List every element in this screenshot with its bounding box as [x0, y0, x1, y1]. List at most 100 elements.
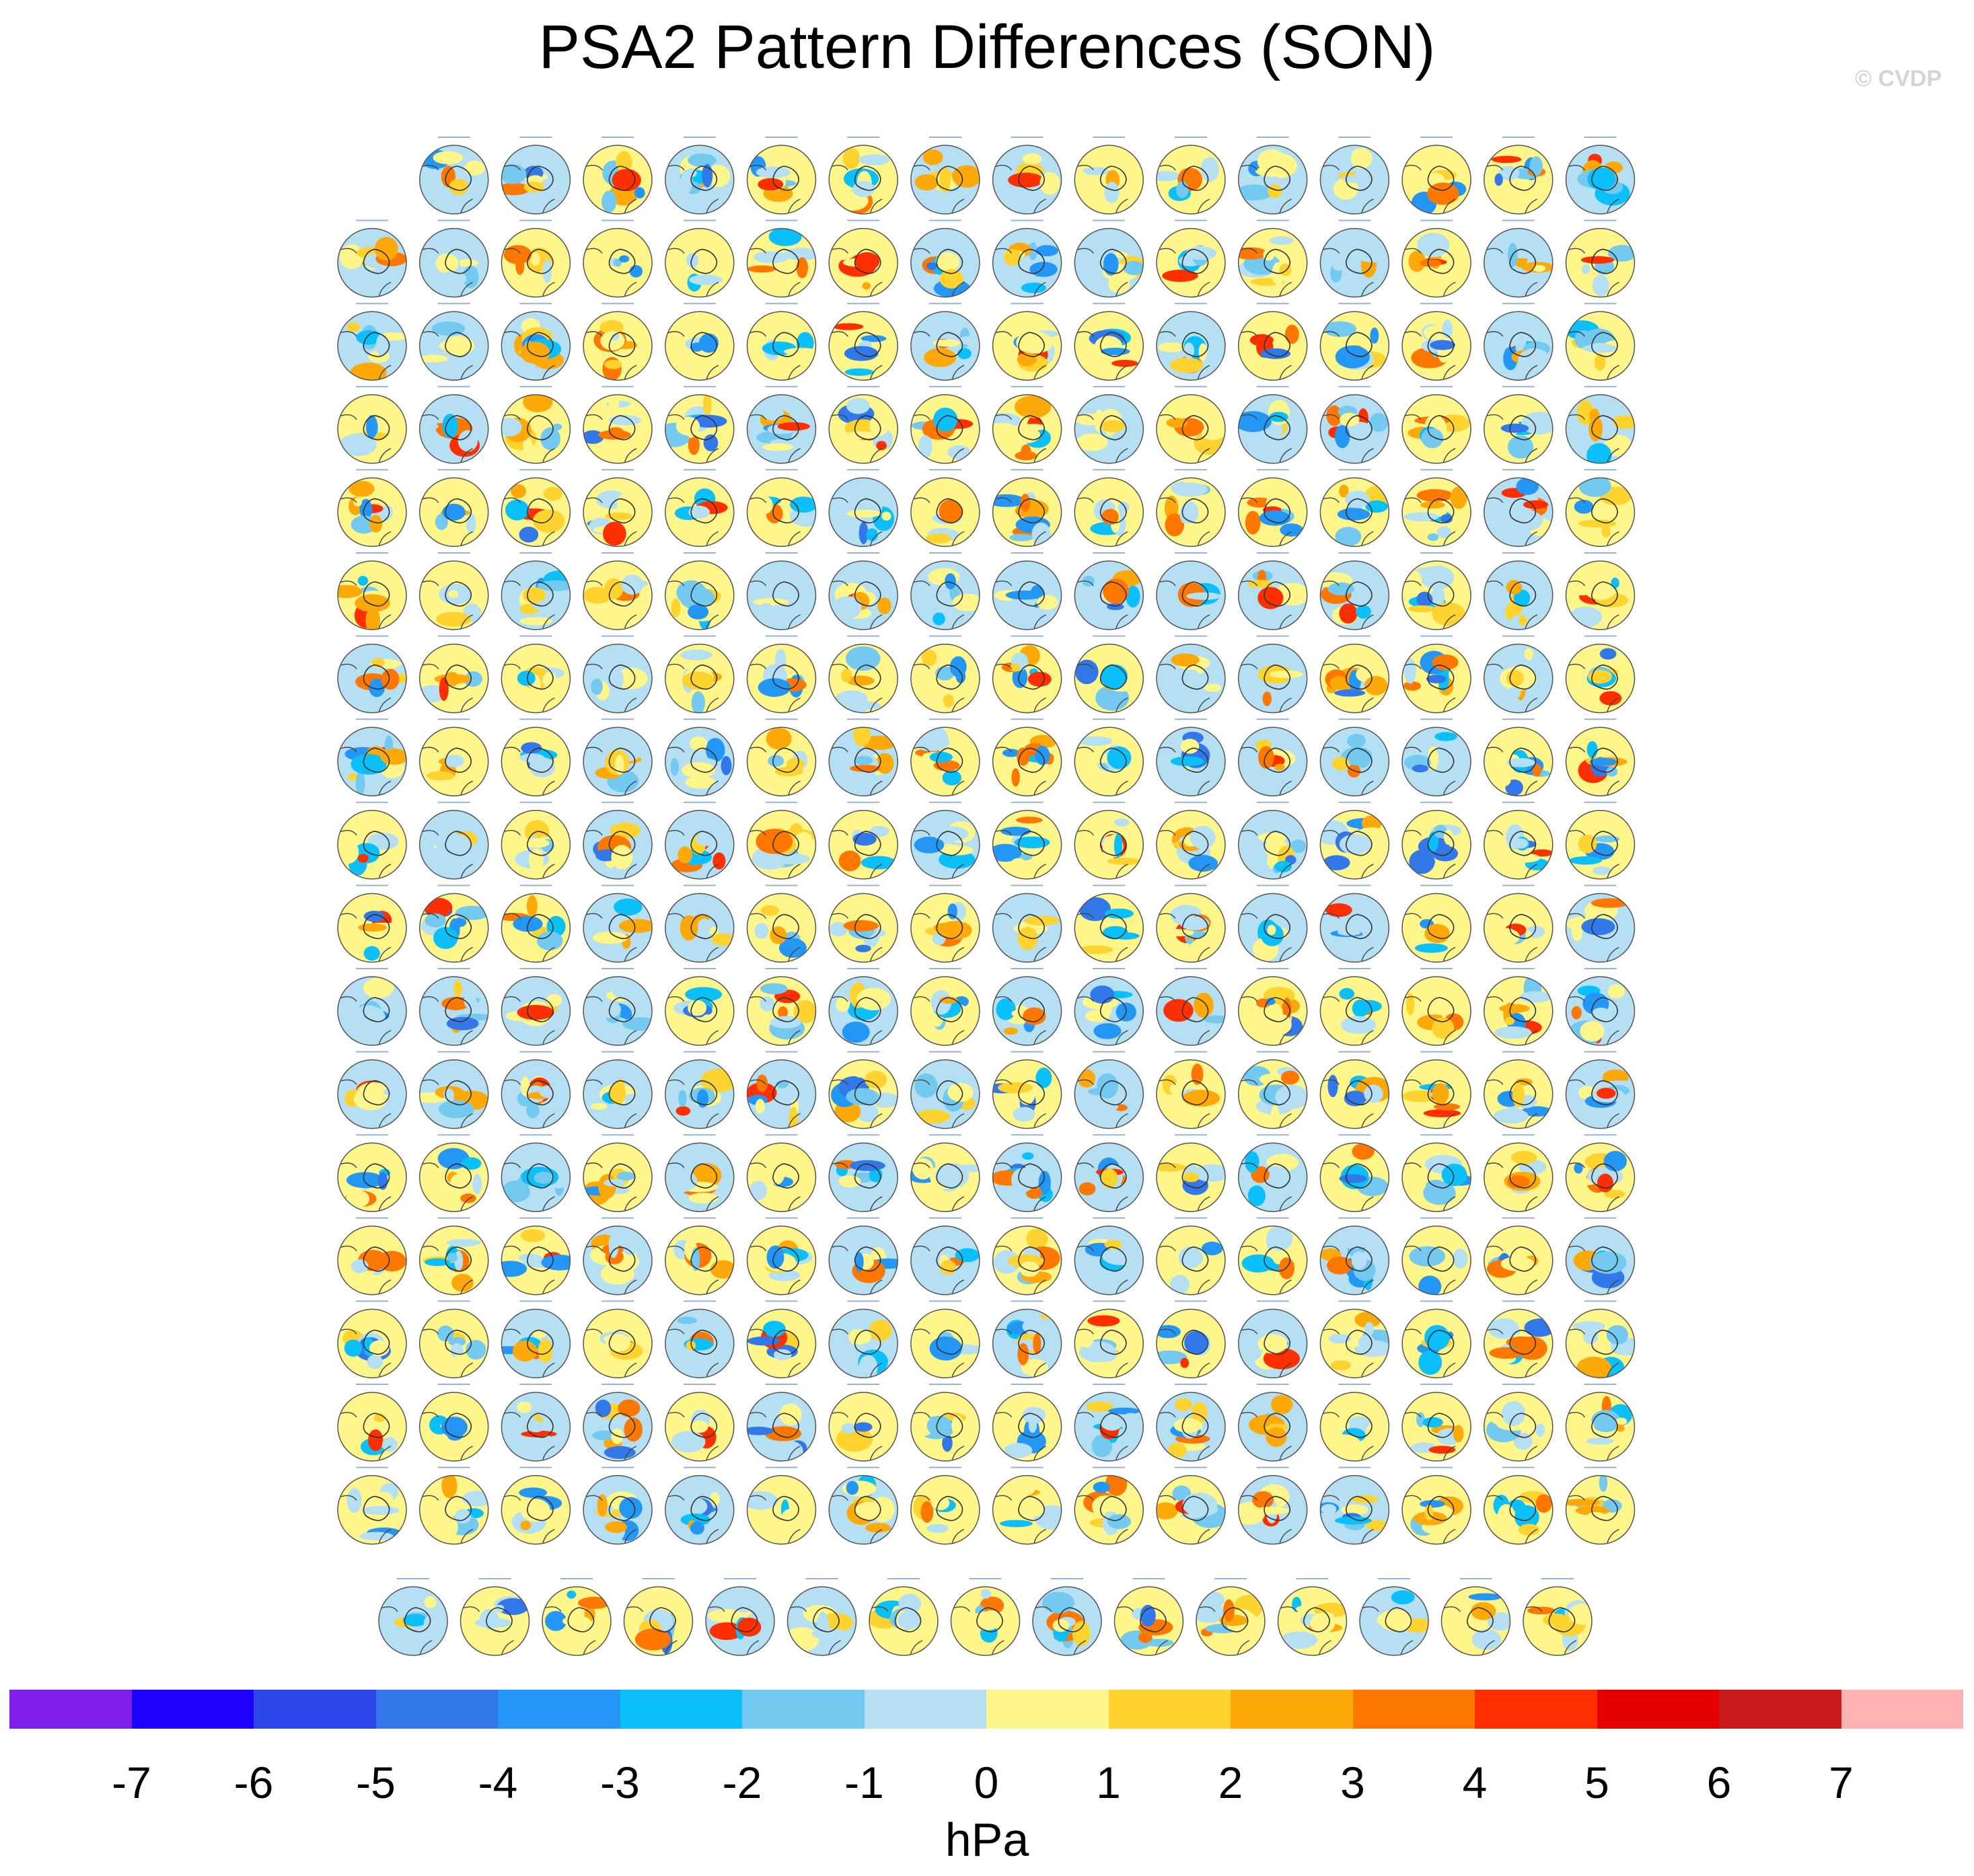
polar-map-panel: [337, 1217, 407, 1296]
polar-map-panel: [1074, 1384, 1144, 1462]
polar-map-panel: [1156, 469, 1226, 548]
polar-map-panel: [1319, 1051, 1390, 1129]
polar-map-panel: [418, 1384, 489, 1462]
polar-map-panel: [501, 552, 571, 630]
polar-map-panel: [910, 137, 980, 215]
polar-map-panel: [1237, 968, 1308, 1046]
polar-map-panel: [1156, 718, 1226, 796]
colorbar-tick-label: -5: [356, 1758, 396, 1807]
polar-map-panel: [665, 385, 735, 464]
colorbar-swatch: [498, 1690, 620, 1729]
colorbar-tick-label: 3: [1340, 1758, 1365, 1807]
polar-map-panel: [501, 635, 571, 714]
polar-map-panel: [583, 1466, 653, 1545]
polar-map-panel: [1401, 1134, 1471, 1212]
polar-map-panel: [1565, 968, 1636, 1046]
polar-map-panel: [1523, 1578, 1593, 1656]
cvdp-watermark: © CVDP: [1855, 66, 1942, 91]
polar-map-panel: [992, 385, 1062, 464]
polar-map-panel: [746, 1217, 817, 1296]
polar-map-panel: [501, 1466, 571, 1545]
polar-map-panel: [583, 801, 653, 880]
polar-map-panel: [828, 1051, 898, 1129]
polar-map-panel: [1074, 968, 1144, 1046]
polar-map-panel: [1565, 1466, 1636, 1545]
colorbar-tick-label: 5: [1584, 1758, 1609, 1807]
polar-map-panel: [746, 469, 817, 548]
polar-map-panel: [1484, 303, 1553, 381]
polar-map-panel: [337, 968, 407, 1046]
polar-map-panel: [828, 303, 898, 381]
polar-map-panel: [583, 1134, 653, 1212]
polar-map-panel: [1565, 718, 1636, 796]
colorbar-tick-label: -7: [112, 1758, 151, 1807]
polar-map-panel: [501, 137, 571, 215]
polar-map-panel: [1565, 635, 1636, 714]
polar-map-panel: [1319, 219, 1390, 298]
polar-map-panel: [1401, 1300, 1471, 1379]
colorbar-swatch: [1597, 1690, 1719, 1729]
polar-map-panel: [583, 1384, 653, 1462]
polar-map-panel: [1074, 718, 1144, 796]
polar-map-panel: [992, 1466, 1062, 1545]
polar-map-panel: [910, 635, 980, 714]
polar-map-panel: [1484, 801, 1553, 880]
polar-map-panel: [1156, 1051, 1226, 1129]
polar-map-panel: [992, 1217, 1062, 1296]
polar-map-panel: [1156, 385, 1226, 464]
colorbar-tick-label: 7: [1829, 1758, 1854, 1807]
polar-map-panel: [1319, 469, 1390, 548]
polar-map-panel: [1156, 1134, 1226, 1212]
colorbar-tick-label: 4: [1462, 1758, 1488, 1807]
polar-map-panel: [1484, 1217, 1553, 1296]
polar-map-panel: [746, 1134, 817, 1212]
polar-map-panel: [337, 303, 407, 381]
colorbar-tick-labels: -7 -6 -5 -4 -3 -2 -1 0 1 2 3 4 5 6 7: [9, 1757, 1963, 1811]
polar-map-panel: [992, 552, 1062, 630]
polar-map-panel: [1440, 1578, 1511, 1656]
polar-map-panel: [828, 1134, 898, 1212]
polar-map-panel: [992, 1384, 1062, 1462]
polar-map-panel: [665, 968, 735, 1046]
polar-map-panel: [746, 801, 817, 880]
polar-map-panel: [1401, 385, 1471, 464]
polar-map-panel: [1319, 968, 1390, 1046]
polar-map-panel: [1237, 219, 1308, 298]
polar-map-panel: [1565, 552, 1636, 630]
polar-map-panel: [1484, 885, 1553, 963]
colorbar-tick-label: -1: [844, 1758, 884, 1807]
colorbar-tick-label: -4: [478, 1758, 518, 1807]
colorbar-swatch: [986, 1690, 1109, 1729]
polar-map-panel: [1401, 635, 1471, 714]
polar-map-panel: [1156, 552, 1226, 630]
polar-map-panel: [1237, 1134, 1308, 1212]
polar-map-panel: [869, 1578, 939, 1656]
polar-map-panel: [337, 1300, 407, 1379]
polar-map-panel: [1565, 1134, 1636, 1212]
polar-map-panel: [1565, 1300, 1636, 1379]
polar-map-panel: [665, 1300, 735, 1379]
polar-map-panel: [1319, 1384, 1390, 1462]
polar-map-panel: [1484, 1134, 1553, 1212]
polar-map-panel: [418, 1300, 489, 1379]
polar-map-panel: [992, 635, 1062, 714]
polar-map-panel: [1484, 1300, 1553, 1379]
polar-map-panel: [418, 1466, 489, 1545]
polar-map-panel: [1074, 303, 1144, 381]
polar-map-panel: [1074, 1466, 1144, 1545]
polar-map-panel: [1196, 1578, 1266, 1656]
polar-map-panel: [746, 1051, 817, 1129]
polar-map-panel: [1401, 801, 1471, 880]
polar-map-panel: [665, 1384, 735, 1462]
polar-map-panel: [1032, 1578, 1102, 1656]
polar-map-panel: [1319, 1300, 1390, 1379]
colorbar-swatch: [1352, 1690, 1475, 1729]
polar-map-panel: [828, 219, 898, 298]
colorbar: [9, 1690, 1963, 1729]
polar-map-panel: [583, 1051, 653, 1129]
polar-map-panel: [665, 1051, 735, 1129]
polar-map-panel: [1319, 635, 1390, 714]
polar-map-panel: [337, 385, 407, 464]
polar-map-panel: [1401, 469, 1471, 548]
polar-map-panel: [542, 1578, 612, 1656]
